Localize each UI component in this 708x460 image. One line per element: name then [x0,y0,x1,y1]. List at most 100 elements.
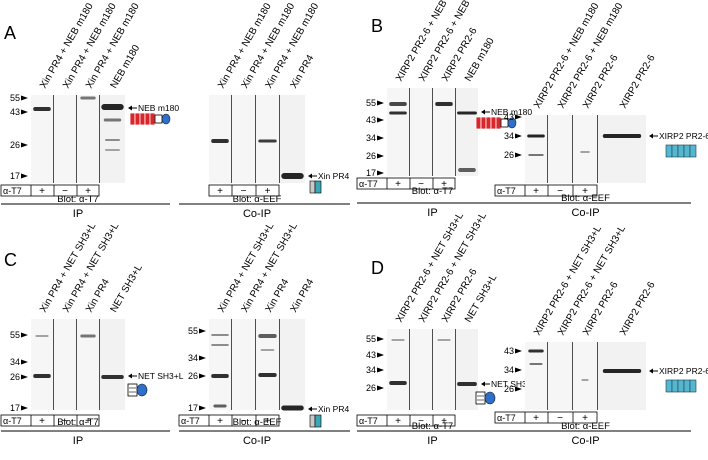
marker-arrow [377,153,384,159]
lane-label: Xin PR4 [289,53,317,91]
xin-icon [309,414,322,428]
sign: + [441,416,447,427]
side-arrow-head [649,368,653,374]
marker-label: 43 [366,350,376,360]
marker-arrow [515,367,522,373]
side-arrow-head [308,173,312,179]
side-label: NEB m180 [491,107,532,117]
marker-arrow [377,352,384,358]
sign-row [178,414,280,427]
side-label: NET SH3+L [491,379,537,389]
band [103,118,122,122]
neb-icon [129,112,171,126]
marker-arrow [21,374,28,380]
band [281,405,304,411]
side-arrow-head [308,406,312,412]
net-icon [475,391,496,405]
marker-arrow [377,336,384,342]
lane-label: Xin PR4 [264,277,292,315]
blot-label: Blot: α-T7 [57,417,98,428]
band [389,111,407,115]
marker-label: 26 [366,383,376,393]
marker-label: 34 [504,131,514,141]
sign-row [0,414,100,427]
row-label: α-T7 [359,179,378,189]
blot-label: Blot: α-EEF [233,417,282,428]
section-label: IP [73,435,83,447]
blot-label: Blot: α-EEF [561,193,610,204]
marker-label: 26 [10,372,20,382]
marker-label: 26 [366,151,376,161]
side-arrow-head [481,381,485,387]
side-arrow-head [649,133,653,139]
marker-label: 34 [366,365,376,375]
blot-lane [410,329,432,410]
blot-lane [456,329,478,410]
blot-lane [77,319,99,410]
sign: − [418,416,424,427]
band [527,134,545,138]
marker-label: 55 [366,334,376,344]
blot-lane [456,88,478,176]
sign: + [533,413,539,424]
marker-label: 55 [366,98,376,108]
marker-arrow [377,367,384,373]
band [211,344,229,346]
sign: − [241,186,247,197]
panel-letter: D [371,258,384,278]
sign: + [39,416,45,427]
band [80,334,96,338]
section-label: Co-IP [243,208,271,220]
net-icon [127,383,148,397]
marker-label: 55 [10,93,20,103]
band [528,154,544,156]
band [33,107,51,111]
sign: + [85,416,91,427]
row-label: α-T7 [497,413,516,423]
marker-label: 26 [188,371,198,381]
sign-row [356,414,456,427]
marker-label: 17 [10,403,20,413]
marker-label: 26 [10,140,20,150]
marker-arrow [199,405,206,411]
marker-arrow [199,373,206,379]
marker-label: 43 [504,346,514,356]
marker-arrow [515,348,522,354]
band [105,149,120,151]
marker-label: 17 [10,171,20,181]
band [389,102,407,106]
blot-lane [548,342,572,410]
sign: + [85,186,91,197]
blot-lane [387,88,409,176]
band [602,369,642,373]
sign: − [241,416,247,427]
blot-lane [525,115,547,183]
sign: − [557,186,563,197]
marker-label: 55 [10,330,20,340]
band [33,374,51,378]
band [457,111,477,115]
marker-arrow [377,100,384,106]
band [389,381,407,385]
marker-label: 26 [504,150,514,160]
marker-label: 26 [504,384,514,394]
band [580,151,590,153]
sign: + [395,416,401,427]
band [101,104,124,110]
marker-label: 43 [504,112,514,122]
sign-row [494,184,598,197]
band [80,96,96,100]
blot-lane [548,115,572,183]
blot-label: Blot: α-T7 [412,186,453,197]
blot-lane [232,95,255,183]
marker-arrow [199,355,206,361]
sign: + [217,416,223,427]
band [211,139,229,143]
lane-label: NET SH3+L [109,262,145,314]
marker-label: 43 [10,107,20,117]
marker-label: 17 [188,403,198,413]
blot-lane [410,88,432,176]
